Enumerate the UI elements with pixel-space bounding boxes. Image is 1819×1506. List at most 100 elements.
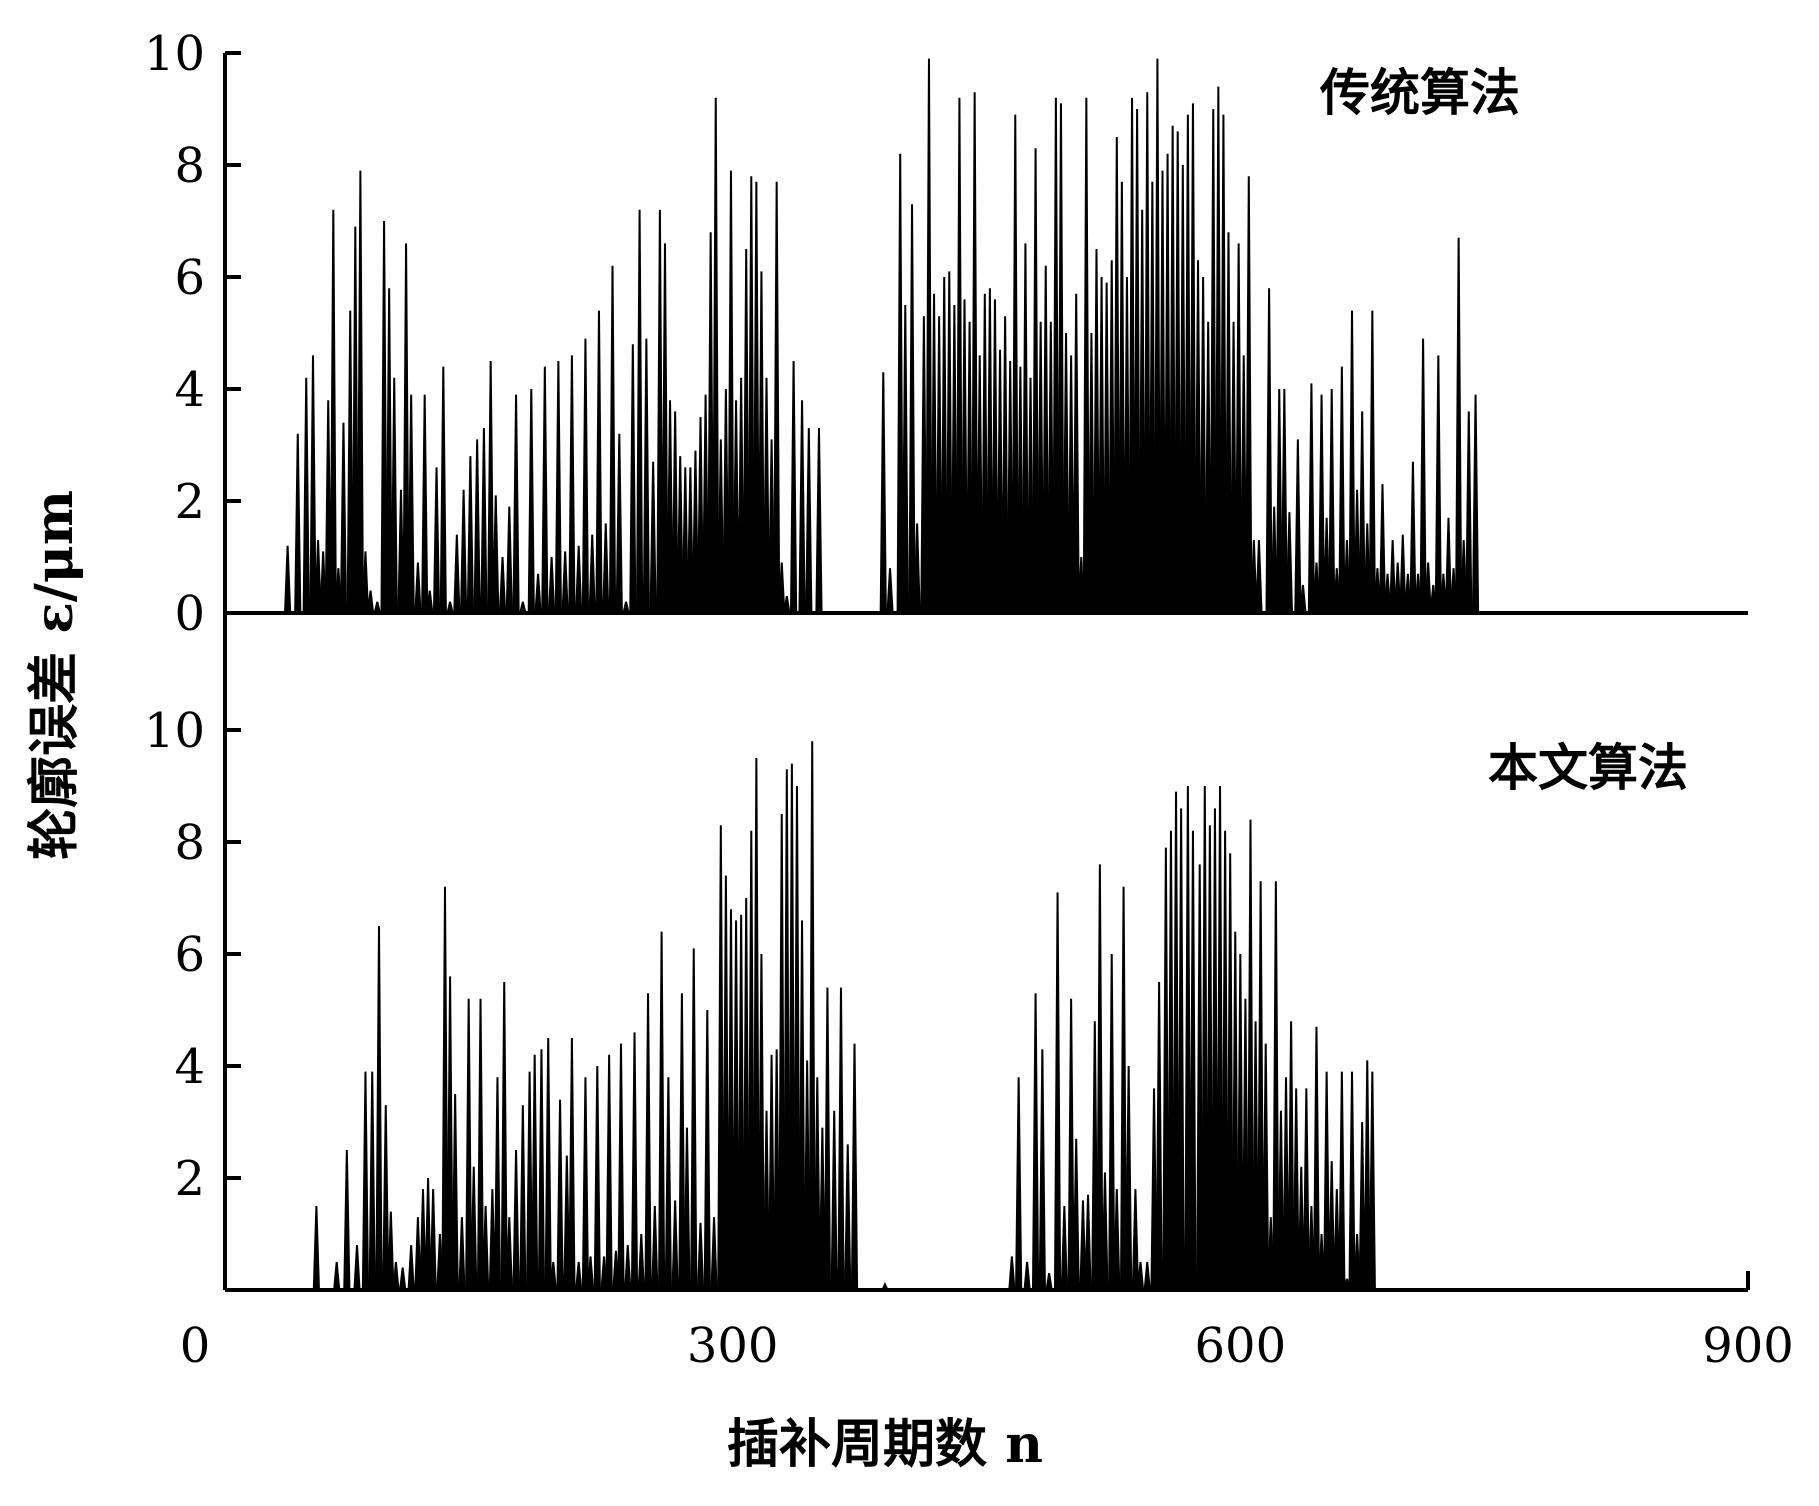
top-spike-172 bbox=[1328, 388, 1336, 614]
top-spike-60 bbox=[666, 400, 674, 614]
bottom-spike-125 bbox=[1231, 931, 1239, 1291]
bottom-spike-11 bbox=[407, 1245, 415, 1291]
bottom-spike-2 bbox=[343, 1149, 351, 1291]
top-spike-22 bbox=[414, 562, 422, 614]
bottom-spike-26 bbox=[493, 1077, 502, 1291]
top-spike-140 bbox=[1153, 58, 1162, 614]
bottom-spike-61 bbox=[717, 825, 725, 1291]
bottom-spike-148 bbox=[1348, 1071, 1356, 1291]
top-spike-90 bbox=[896, 153, 904, 614]
top-spike-44 bbox=[561, 551, 569, 614]
top-y-ticks: 0 2 4 6 8 10 bbox=[144, 26, 241, 642]
top-spike-130 bbox=[1103, 282, 1111, 614]
top-spike-146 bbox=[1184, 114, 1192, 614]
top-spike-190 bbox=[1419, 338, 1427, 614]
bottom-spike-151 bbox=[1363, 1060, 1371, 1291]
top-spike-20 bbox=[402, 243, 410, 614]
top-spike-91 bbox=[901, 304, 909, 614]
bottom-spike-130 bbox=[1257, 881, 1265, 1291]
bottom-spike-85 bbox=[844, 1144, 852, 1291]
bottom-spike-82 bbox=[823, 987, 832, 1291]
bottom-spike-123 bbox=[1221, 830, 1229, 1291]
x-axis-ticks: 0 300 600 900 bbox=[180, 1318, 1794, 1374]
bottom-spike-113 bbox=[1167, 830, 1175, 1291]
top-spike-49 bbox=[595, 310, 603, 614]
bottom-spike-144 bbox=[1328, 1161, 1336, 1291]
top-spike-66 bbox=[696, 416, 705, 614]
bottom-spike-84 bbox=[837, 987, 845, 1291]
top-spike-41 bbox=[541, 366, 549, 614]
bottom-spike-74 bbox=[783, 769, 791, 1291]
top-spike-54 bbox=[629, 344, 637, 614]
x-tick-label-0: 0 bbox=[180, 1318, 211, 1374]
top-spike-88 bbox=[879, 372, 887, 614]
top-spike-167 bbox=[1299, 584, 1307, 614]
bottom-spike-0 bbox=[312, 1205, 321, 1291]
bottom-spike-48 bbox=[630, 1032, 639, 1291]
top-spike-197 bbox=[1455, 237, 1463, 614]
bottom-spike-88 bbox=[1008, 1256, 1016, 1291]
bottom-spike-21 bbox=[465, 998, 473, 1291]
bottom-spike-108 bbox=[1136, 1261, 1145, 1291]
top-spike-78 bbox=[757, 271, 766, 614]
bottom-spike-53 bbox=[664, 1077, 672, 1291]
bottom-spike-90 bbox=[1023, 1261, 1031, 1291]
bottom-spike-54 bbox=[671, 1200, 679, 1291]
bottom-spike-112 bbox=[1162, 847, 1170, 1291]
bottom-spike-109 bbox=[1143, 1261, 1151, 1291]
top-spike-104 bbox=[971, 92, 979, 614]
bottom-spike-13 bbox=[419, 1189, 427, 1291]
top-spike-165 bbox=[1285, 512, 1294, 614]
top-spike-164 bbox=[1280, 388, 1288, 614]
bottom-spike-24 bbox=[481, 1205, 490, 1291]
top-spike-147 bbox=[1189, 103, 1197, 614]
top-spike-86 bbox=[805, 428, 813, 614]
bottom-spike-152 bbox=[1368, 1071, 1376, 1291]
top-spike-136 bbox=[1133, 108, 1141, 614]
top-spike-133 bbox=[1118, 181, 1126, 614]
x-tick-label-900: 900 bbox=[1702, 1318, 1794, 1374]
top-spike-135 bbox=[1128, 97, 1136, 614]
top-spike-50 bbox=[602, 523, 610, 614]
bottom-spike-33 bbox=[537, 1049, 546, 1291]
top-spike-106 bbox=[981, 293, 989, 614]
top-spike-73 bbox=[732, 400, 740, 614]
top-spike-176 bbox=[1348, 310, 1356, 614]
top-spike-193 bbox=[1434, 355, 1442, 614]
top-spike-195 bbox=[1444, 517, 1453, 614]
bottom-spike-28 bbox=[505, 1217, 513, 1291]
top-spike-108 bbox=[991, 299, 999, 614]
top-spike-112 bbox=[1011, 114, 1019, 614]
top-spike-138 bbox=[1143, 92, 1151, 614]
bottom-spike-52 bbox=[657, 931, 666, 1291]
bottom-panel: 2 4 6 8 10 本文算法 bbox=[144, 613, 1750, 1292]
top-spike-18 bbox=[390, 377, 398, 614]
bottom-spike-111 bbox=[1155, 981, 1163, 1291]
bottom-spike-91 bbox=[1031, 993, 1040, 1291]
bottom-spike-116 bbox=[1184, 785, 1192, 1291]
top-spike-156 bbox=[1235, 243, 1243, 614]
top-spike-199 bbox=[1465, 411, 1473, 614]
top-spike-163 bbox=[1275, 388, 1283, 614]
top-spike-154 bbox=[1224, 232, 1233, 614]
top-spike-4 bbox=[314, 540, 322, 614]
top-spike-188 bbox=[1409, 461, 1417, 614]
bottom-spike-32 bbox=[531, 1054, 539, 1291]
bottom-spike-137 bbox=[1292, 1088, 1300, 1291]
bottom-spike-51 bbox=[651, 1205, 659, 1291]
top-spike-17 bbox=[385, 288, 393, 614]
bottom-spike-42 bbox=[593, 1065, 601, 1291]
top-spike-36 bbox=[505, 506, 513, 614]
top-spike-121 bbox=[1057, 103, 1065, 614]
top-spike-42 bbox=[547, 556, 556, 614]
bottom-spike-65 bbox=[737, 914, 745, 1291]
top-spike-126 bbox=[1082, 97, 1090, 614]
bottom-spike-106 bbox=[1125, 1065, 1133, 1291]
top-y-tick-label-8: 8 bbox=[174, 138, 205, 194]
top-spike-96 bbox=[930, 293, 938, 614]
top-spike-83 bbox=[783, 596, 791, 614]
bottom-spike-79 bbox=[808, 741, 816, 1291]
bottom-spike-40 bbox=[581, 1077, 590, 1291]
bottom-spike-44 bbox=[605, 1054, 613, 1291]
